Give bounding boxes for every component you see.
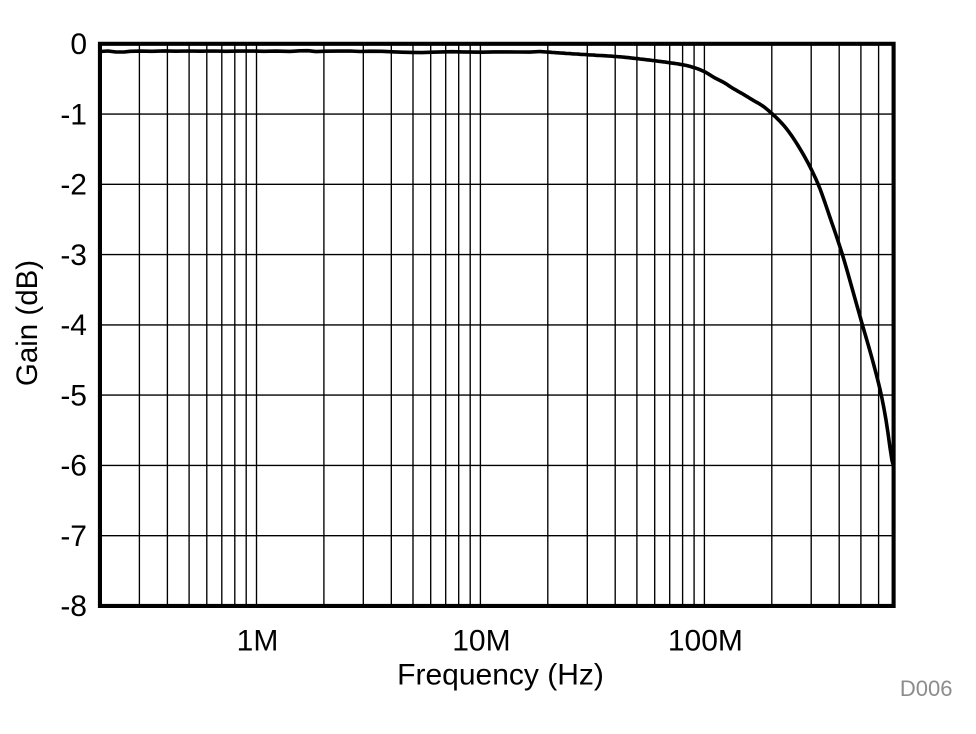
- svg-text:-7: -7: [60, 520, 87, 553]
- svg-text:1M: 1M: [237, 625, 279, 658]
- svg-text:Frequency (Hz): Frequency (Hz): [397, 658, 604, 691]
- svg-text:-1: -1: [60, 98, 87, 131]
- svg-text:-8: -8: [60, 590, 87, 623]
- svg-text:D006: D006: [900, 676, 953, 701]
- svg-text:10M: 10M: [452, 625, 510, 658]
- svg-text:-2: -2: [60, 169, 87, 202]
- svg-text:Gain (dB): Gain (dB): [11, 260, 44, 386]
- svg-text:-6: -6: [60, 450, 87, 483]
- svg-text:0: 0: [70, 28, 87, 61]
- svg-text:100M: 100M: [668, 625, 743, 658]
- svg-text:-4: -4: [60, 309, 87, 342]
- svg-text:-5: -5: [60, 379, 87, 412]
- svg-text:-3: -3: [60, 239, 87, 272]
